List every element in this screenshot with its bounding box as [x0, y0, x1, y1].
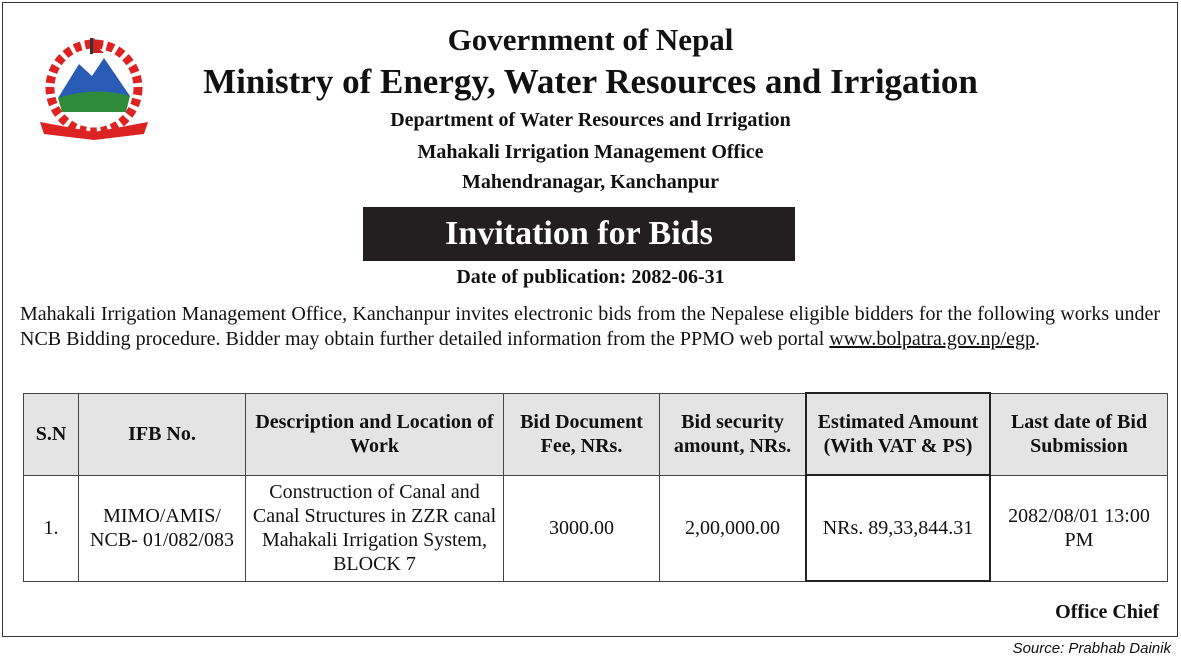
cell-estimated-amount: NRs. 89,33,844.31 — [805, 474, 991, 582]
cell-ifb: MIMO/AMIS/ NCB- 01/082/083 — [78, 474, 246, 582]
bid-table: S.N IFB No. Description and Location of … — [23, 392, 1168, 582]
col-ifb: IFB No. — [78, 392, 246, 476]
body-end: . — [1034, 328, 1040, 350]
source-credit: Source: Prabhab Dainik — [1012, 640, 1171, 657]
cell-last-date: 2082/08/01 13:00 PM — [989, 474, 1168, 582]
col-sn: S.N — [23, 392, 79, 476]
col-estimated-amount: Estimated Amount (With VAT & PS) — [805, 392, 991, 476]
notice-title: Invitation for Bids — [363, 207, 795, 261]
notice-frame — [2, 2, 1178, 637]
nepal-emblem-icon — [40, 38, 148, 140]
ministry-title: Ministry of Energy, Water Resources and … — [203, 62, 978, 101]
office-location: Mahendranagar, Kanchanpur — [461, 171, 720, 193]
col-doc-fee: Bid Document Fee, NRs. — [503, 392, 660, 476]
office-name: Mahakali Irrigation Management Office — [417, 141, 764, 163]
cell-description: Construction of Canal and Canal Structur… — [245, 474, 504, 582]
col-bid-security: Bid security amount, NRs. — [659, 392, 807, 476]
cell-doc-fee: 3000.00 — [503, 474, 660, 582]
cell-bid-security: 2,00,000.00 — [659, 474, 807, 582]
government-title: Government of Nepal — [447, 22, 734, 57]
table-header-row: S.N IFB No. Description and Location of … — [23, 392, 1168, 476]
col-last-date: Last date of Bid Submission — [989, 392, 1168, 476]
body-text: Mahakali Irrigation Management Office, K… — [20, 303, 1160, 350]
publication-date: Date of publication: 2082-06-31 — [456, 266, 725, 288]
table-row: 1. MIMO/AMIS/ NCB- 01/082/083 Constructi… — [23, 474, 1168, 582]
cell-sn: 1. — [23, 474, 79, 582]
notice-body: Mahakali Irrigation Management Office, K… — [20, 302, 1160, 352]
ppmo-portal-link[interactable]: www.bolpatra.gov.np/egp — [829, 328, 1035, 350]
signature: Office Chief — [1055, 601, 1159, 623]
department-name: Department of Water Resources and Irriga… — [390, 109, 791, 131]
col-description: Description and Location of Work — [245, 392, 504, 476]
